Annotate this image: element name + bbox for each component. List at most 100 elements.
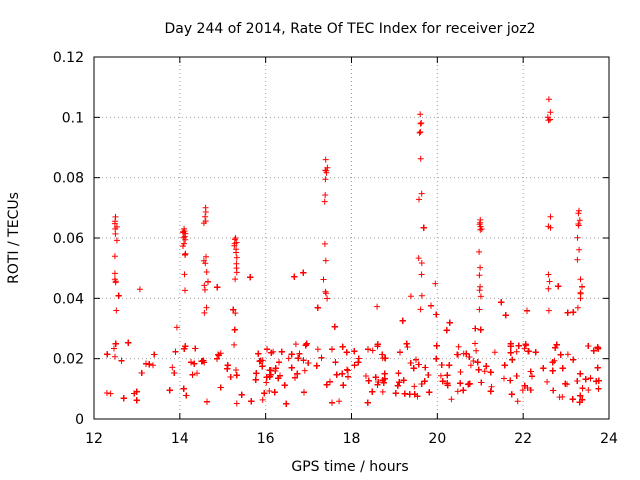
data-point [472,325,479,332]
data-point [301,367,308,374]
data-point [375,379,382,385]
x-tick-label: 14 [171,431,189,447]
data-point [545,271,552,278]
data-point [321,198,328,205]
data-point [407,293,414,300]
x-axis-label: GPS time / hours [291,459,408,475]
data-point [470,358,477,364]
data-point [285,355,292,362]
data-point [266,388,273,394]
data-point [112,353,118,360]
data-point [555,283,562,290]
data-point [232,235,239,241]
data-point [323,381,330,388]
data-point [276,359,282,366]
data-point [379,388,386,395]
data-point [545,96,552,103]
data-point [396,379,403,386]
data-point [323,290,329,297]
y-tick-label: 0.08 [53,171,84,187]
data-point [553,341,560,348]
data-point [417,129,424,135]
data-point [521,382,528,389]
chart-title: Day 244 of 2014, Rate Of TEC Index for r… [164,21,535,37]
data-point [525,348,532,355]
data-point [202,204,209,211]
data-point [407,360,414,366]
data-point [351,348,358,355]
data-point [112,279,119,286]
data-point [544,378,551,385]
data-point [182,236,189,243]
data-point [305,360,312,366]
data-point [570,309,577,316]
data-point [271,389,278,396]
data-point [577,276,584,283]
data-point [115,292,122,299]
data-point [509,356,516,363]
data-point [203,304,210,311]
data-point [112,230,119,237]
data-point [502,312,509,319]
grid-lines [94,57,609,419]
data-point [182,287,188,294]
data-point [103,390,110,396]
data-point [521,345,528,352]
data-point [233,239,240,246]
data-point [266,367,273,374]
data-point [322,257,329,264]
data-point [491,349,498,356]
data-point [364,399,371,406]
data-point [107,390,114,397]
data-point [564,351,571,358]
x-tick-label: 18 [343,431,361,447]
data-point [399,317,406,324]
data-points [103,96,602,407]
data-point [472,340,478,347]
data-point [401,390,408,397]
data-point [369,347,376,354]
data-point [460,387,467,394]
data-point [166,387,173,394]
data-point [562,380,569,387]
data-point [233,400,240,407]
data-point [547,213,554,220]
data-point [329,399,335,406]
data-point [180,385,187,392]
data-point [111,270,118,277]
data-point [201,309,208,316]
data-point [381,370,388,377]
y-tick-label: 0.02 [53,352,84,368]
data-point [365,377,372,384]
data-point [233,254,240,261]
data-point [252,376,259,383]
data-point [113,223,120,230]
data-point [151,351,158,358]
data-point [263,374,270,381]
data-point [421,378,428,385]
data-point [256,358,263,365]
data-point [313,362,320,369]
data-point [477,226,484,233]
data-point [372,374,379,381]
data-point [320,276,327,283]
data-point [477,216,484,223]
data-point [344,367,351,374]
data-point [259,363,266,370]
data-point [513,373,520,379]
data-point [585,387,592,393]
data-point [233,249,240,256]
data-point [113,237,120,244]
data-point [231,326,238,333]
data-point [374,303,381,310]
data-point [292,374,298,381]
data-point [232,310,239,317]
data-point [432,280,439,287]
data-point [382,355,389,362]
data-point [380,379,387,386]
y-tick-label: 0.06 [53,231,84,247]
data-point [138,370,145,376]
data-point [465,381,472,388]
data-point [263,379,270,386]
data-point [475,366,482,373]
